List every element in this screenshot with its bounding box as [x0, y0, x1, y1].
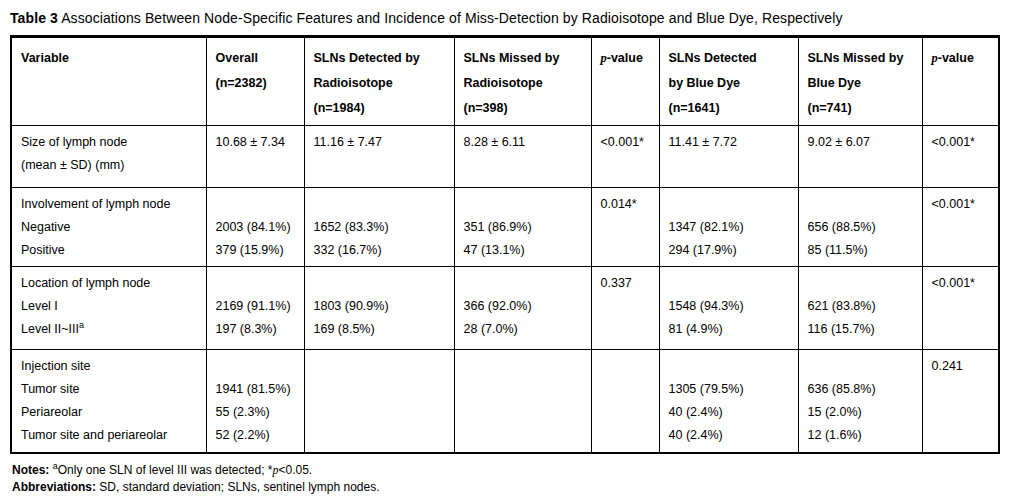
header-row: Variable Overall (n=2382) SLNs Detected …	[11, 37, 999, 126]
cell-missed-radio: 8.28 ± 6.11	[454, 126, 591, 188]
footnote-marker-a: a	[79, 320, 84, 330]
cell-detected-radio	[304, 350, 454, 453]
col-header-missed-radioisotope: SLNs Missed by Radioisotope (n=398)	[454, 37, 591, 126]
cell-pvalue-radio: 0.337	[591, 267, 659, 350]
table-footnotes: Notes: aOnly one SLN of level III was de…	[10, 462, 1012, 496]
cell-missed-radio: 351 (86.9%) 47 (13.1%)	[454, 188, 591, 267]
abbreviations-line: Abbreviations: SD, standard deviation; S…	[12, 479, 1012, 496]
cell-variable: Size of lymph node (mean ± SD) (mm)	[11, 126, 206, 188]
cell-detected-blue: 1548 (94.3%) 81 (4.9%)	[659, 267, 798, 350]
cell-missed-blue: 656 (88.5%) 85 (11.5%)	[798, 188, 922, 267]
table-number: Table 3	[10, 10, 58, 26]
col-header-pvalue-bluedye: p-value	[922, 37, 999, 126]
abbreviations-label: Abbreviations:	[12, 480, 96, 494]
col-header-detected-bluedye: SLNs Detected by Blue Dye (n=1641)	[659, 37, 798, 126]
col-header-pvalue-radioisotope: p-value	[591, 37, 659, 126]
cell-missed-blue: 636 (85.8%) 15 (2.0%) 12 (1.6%)	[798, 350, 922, 453]
cell-pvalue-blue: 0.241	[922, 350, 999, 453]
cell-detected-radio: 11.16 ± 7.47	[304, 126, 454, 188]
cell-pvalue-radio: 0.014*	[591, 188, 659, 267]
col-header-detected-radioisotope: SLNs Detected by Radioisotope (n=1984)	[304, 37, 454, 126]
cell-pvalue-blue: <0.001*	[922, 188, 999, 267]
cell-missed-radio	[454, 350, 591, 453]
results-table: Variable Overall (n=2382) SLNs Detected …	[10, 35, 1000, 454]
cell-pvalue-radio	[591, 350, 659, 453]
cell-variable: Location of lymph node Level I Level II~…	[11, 267, 206, 350]
cell-detected-blue: 1347 (82.1%) 294 (17.9%)	[659, 188, 798, 267]
cell-missed-blue: 621 (83.8%) 116 (15.7%)	[798, 267, 922, 350]
cell-missed-radio: 366 (92.0%) 28 (7.0%)	[454, 267, 591, 350]
row-involvement-of-lymph-node: Involvement of lymph node Negative Posit…	[11, 188, 999, 267]
cell-overall: 1941 (81.5%) 55 (2.3%) 52 (2.2%)	[206, 350, 304, 453]
cell-pvalue-blue: <0.001*	[922, 126, 999, 188]
cell-variable: Injection site Tumor site Periareolar Tu…	[11, 350, 206, 453]
cell-detected-radio: 1652 (83.3%) 332 (16.7%)	[304, 188, 454, 267]
cell-overall: 2169 (91.1%) 197 (8.3%)	[206, 267, 304, 350]
notes-label: Notes:	[12, 463, 49, 477]
table-title: Table 3 Associations Between Node-Specif…	[10, 8, 1012, 28]
col-header-missed-bluedye: SLNs Missed by Blue Dye (n=741)	[798, 37, 922, 126]
cell-detected-radio: 1803 (90.9%) 169 (8.5%)	[304, 267, 454, 350]
cell-missed-blue: 9.02 ± 6.07	[798, 126, 922, 188]
cell-pvalue-blue: <0.001*	[922, 267, 999, 350]
cell-detected-blue: 1305 (79.5%) 40 (2.4%) 40 (2.4%)	[659, 350, 798, 453]
cell-overall: 2003 (84.1%) 379 (15.9%)	[206, 188, 304, 267]
col-header-overall: Overall (n=2382)	[206, 37, 304, 126]
row-injection-site: Injection site Tumor site Periareolar Tu…	[11, 350, 999, 453]
cell-variable: Involvement of lymph node Negative Posit…	[11, 188, 206, 267]
cell-pvalue-radio: <0.001*	[591, 126, 659, 188]
cell-overall: 10.68 ± 7.34	[206, 126, 304, 188]
notes-line: Notes: aOnly one SLN of level III was de…	[12, 462, 1012, 479]
col-header-variable: Variable	[11, 37, 206, 126]
table-caption: Associations Between Node-Specific Featu…	[61, 10, 842, 26]
page: Table 3 Associations Between Node-Specif…	[0, 0, 1024, 496]
row-location-of-lymph-node: Location of lymph node Level I Level II~…	[11, 267, 999, 350]
row-size-of-lymph-node: Size of lymph node (mean ± SD) (mm) 10.6…	[11, 126, 999, 188]
cell-detected-blue: 11.41 ± 7.72	[659, 126, 798, 188]
